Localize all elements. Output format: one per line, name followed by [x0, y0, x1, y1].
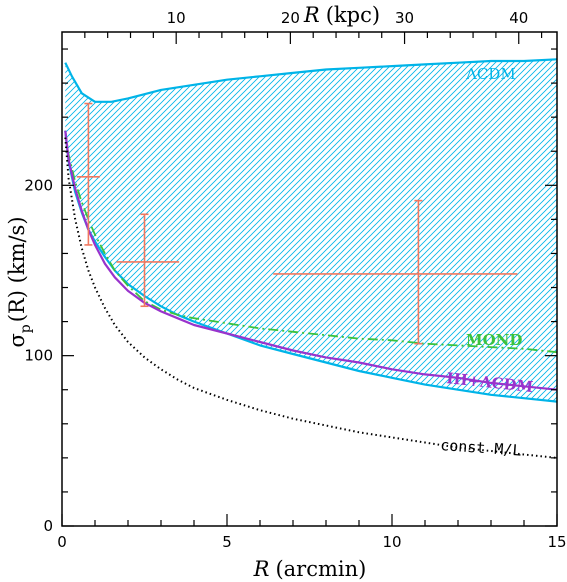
- lcdm-band-fill: [65, 59, 558, 402]
- mond-curve: [64, 130, 557, 354]
- top-tick-label: 40: [509, 9, 528, 27]
- top-tick-label: 20: [281, 9, 300, 27]
- hi-lcdm-curve: [64, 130, 557, 391]
- axis-ticks: [61, 32, 558, 527]
- top-tick-label: 10: [167, 9, 186, 27]
- lcdm-label: ΛCDM: [465, 65, 516, 83]
- data-point: [116, 213, 180, 308]
- data-point: [273, 199, 518, 345]
- const-ml-curve: [64, 137, 557, 459]
- y-tick-label: 100: [24, 347, 53, 365]
- x-tick-label: 15: [547, 533, 566, 551]
- lcdm-band: [65, 59, 558, 402]
- x-tick-label: 5: [222, 533, 232, 551]
- model-curves: [64, 58, 557, 459]
- x-axis-title: R (arcmin): [253, 557, 367, 581]
- y-tick-label: 0: [43, 517, 53, 535]
- mond-label: MOND: [466, 331, 522, 349]
- x-tick-label: 0: [57, 533, 67, 551]
- top-axis-title: R (kpc): [303, 3, 380, 27]
- top-tick-label: 30: [395, 9, 414, 27]
- const-ml-label: const M/L: [440, 436, 522, 460]
- y-axis-title: σp(R) (km/s): [5, 216, 34, 347]
- lcdm-upper-curve: [64, 58, 557, 103]
- plot-frame: [61, 31, 558, 527]
- data-points: [76, 102, 518, 345]
- data-point: [76, 102, 100, 246]
- y-tick-label: 200: [24, 176, 53, 194]
- x-tick-label: 10: [382, 533, 401, 551]
